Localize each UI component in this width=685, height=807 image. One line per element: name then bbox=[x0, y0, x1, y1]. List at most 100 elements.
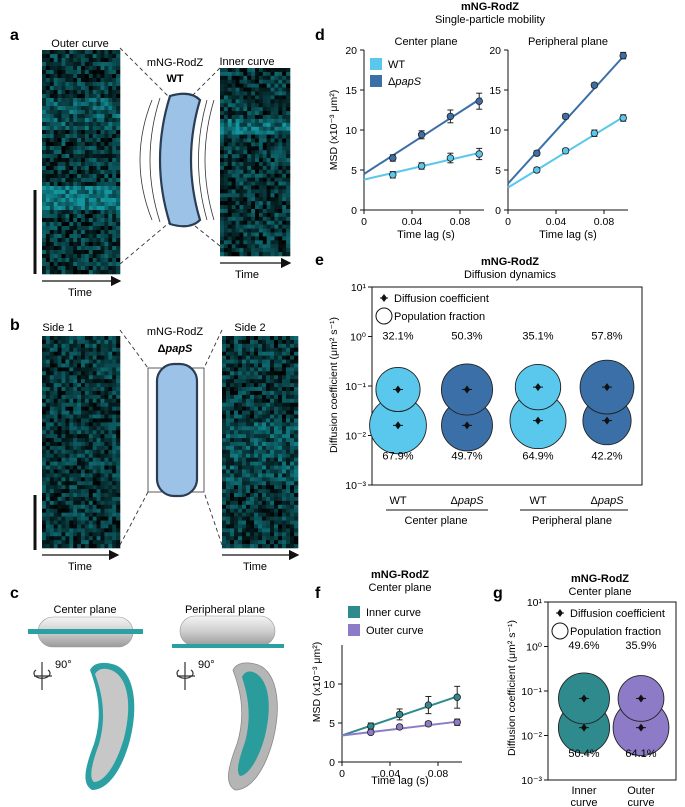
kymo-pixel bbox=[100, 198, 105, 203]
kymo-pixel bbox=[286, 485, 291, 490]
kymo-pixel bbox=[116, 58, 121, 63]
kymo-pixel bbox=[84, 379, 90, 384]
kymo-pixel bbox=[251, 107, 256, 112]
kymo-pixel bbox=[57, 489, 62, 494]
kymo-pixel bbox=[222, 347, 227, 353]
kymo-pixel bbox=[278, 220, 283, 225]
kymo-pixel bbox=[242, 394, 247, 400]
kymo-pixel bbox=[243, 83, 248, 88]
kymo-pixel bbox=[42, 536, 47, 541]
kymo-pixel bbox=[42, 504, 47, 510]
kymo-pixel bbox=[69, 114, 74, 119]
kymo-pixel bbox=[53, 150, 58, 155]
kymo-pixel bbox=[81, 114, 86, 119]
kymo-pixel bbox=[65, 118, 70, 123]
d-marker bbox=[464, 421, 470, 430]
kymo-pixel bbox=[286, 189, 291, 194]
kymo-pixel bbox=[61, 122, 66, 127]
kymo-pixel bbox=[108, 343, 113, 349]
kymo-pixel bbox=[247, 71, 252, 77]
kymo-pixel bbox=[100, 218, 105, 223]
kymo-pixel bbox=[274, 79, 279, 84]
kymo-pixel bbox=[230, 387, 235, 392]
kymo-pixel bbox=[77, 477, 82, 482]
kymo-pixel bbox=[278, 158, 283, 163]
kymo-pixel bbox=[69, 254, 74, 259]
kymo-pixel bbox=[84, 347, 90, 353]
kymo-pixel bbox=[53, 70, 58, 75]
kymo-pixel bbox=[242, 469, 247, 474]
kymo-pixel bbox=[230, 359, 235, 364]
kymo-pixel bbox=[234, 434, 239, 439]
kymo-pixel bbox=[243, 91, 248, 96]
kymo-pixel bbox=[282, 336, 287, 341]
kymo-pixel bbox=[286, 87, 291, 92]
kymo-pixel bbox=[238, 438, 243, 443]
kymo-pixel bbox=[270, 422, 275, 427]
kymo-pixel bbox=[116, 198, 121, 203]
kymo-pixel bbox=[96, 410, 101, 415]
kymo-pixel bbox=[100, 536, 105, 541]
cell-b-label-1: mNG-RodZ bbox=[147, 326, 204, 338]
fraction-slow-label: 67.9% bbox=[382, 450, 413, 462]
kymo-pixel bbox=[65, 493, 70, 498]
kymo-pixel bbox=[270, 473, 275, 478]
kymo-pixel bbox=[84, 387, 90, 392]
kymo-pixel bbox=[77, 194, 82, 199]
kymo-pixel bbox=[45, 434, 51, 439]
kymo-pixel bbox=[65, 258, 70, 263]
kymo-pixel bbox=[116, 414, 121, 419]
kymo-pixel bbox=[223, 228, 229, 233]
kymo-pixel bbox=[286, 248, 291, 253]
kymo-pixel bbox=[290, 481, 295, 486]
kymo-pixel bbox=[53, 66, 58, 71]
kymo-pixel bbox=[262, 489, 267, 494]
kymo-pixel bbox=[242, 438, 247, 443]
kymo-pixel bbox=[53, 262, 58, 267]
kymo-pixel bbox=[81, 242, 86, 247]
kymo-pixel bbox=[49, 461, 54, 466]
kymo-pixel bbox=[49, 62, 54, 67]
kymo-pixel bbox=[270, 489, 275, 494]
kymo-pixel bbox=[53, 485, 58, 490]
kymo-pixel bbox=[246, 516, 251, 521]
kymo-pixel bbox=[104, 500, 109, 506]
kymo-pixel bbox=[61, 504, 66, 510]
kymo-pixel bbox=[294, 355, 299, 360]
kymo-pixel bbox=[45, 520, 51, 525]
kymo-pixel bbox=[270, 216, 275, 222]
kymo-pixel bbox=[262, 169, 267, 175]
kymo-pixel bbox=[96, 82, 101, 87]
kymo-pixel bbox=[92, 114, 97, 119]
kymo-pixel bbox=[92, 390, 97, 396]
kymo-pixel bbox=[112, 457, 117, 462]
kymo-pixel bbox=[270, 387, 275, 392]
kymo-pixel bbox=[251, 173, 256, 178]
kymo-pixel bbox=[42, 234, 47, 239]
kymo-pixel bbox=[57, 262, 62, 267]
kymo-pixel bbox=[250, 465, 255, 470]
kymo-pixel bbox=[282, 477, 287, 482]
kymo-pixel bbox=[250, 461, 255, 466]
kymo-pixel bbox=[77, 434, 82, 439]
kymo-pixel bbox=[92, 544, 97, 549]
kymo-pixel bbox=[61, 110, 66, 115]
kymo-pixel bbox=[286, 165, 291, 171]
kymo-pixel bbox=[65, 418, 70, 423]
kymo-pixel bbox=[239, 146, 244, 151]
kymo-pixel bbox=[96, 182, 101, 187]
kymo-pixel bbox=[278, 111, 283, 116]
kymo-pixel bbox=[231, 228, 236, 233]
kymo-pixel bbox=[247, 103, 252, 108]
kymo-pixel bbox=[258, 540, 263, 545]
kymo-pixel bbox=[92, 528, 97, 533]
kymo-pixel bbox=[282, 115, 287, 120]
kymo-pixel bbox=[294, 406, 299, 411]
kymo-pixel bbox=[238, 512, 243, 517]
kymo-pixel bbox=[258, 351, 263, 356]
kymo-pixel bbox=[108, 66, 113, 71]
kymo-pixel bbox=[239, 138, 244, 143]
kymo-pixel bbox=[73, 234, 78, 239]
kymo-pixel bbox=[77, 134, 82, 139]
kymo-pixel bbox=[57, 174, 62, 179]
